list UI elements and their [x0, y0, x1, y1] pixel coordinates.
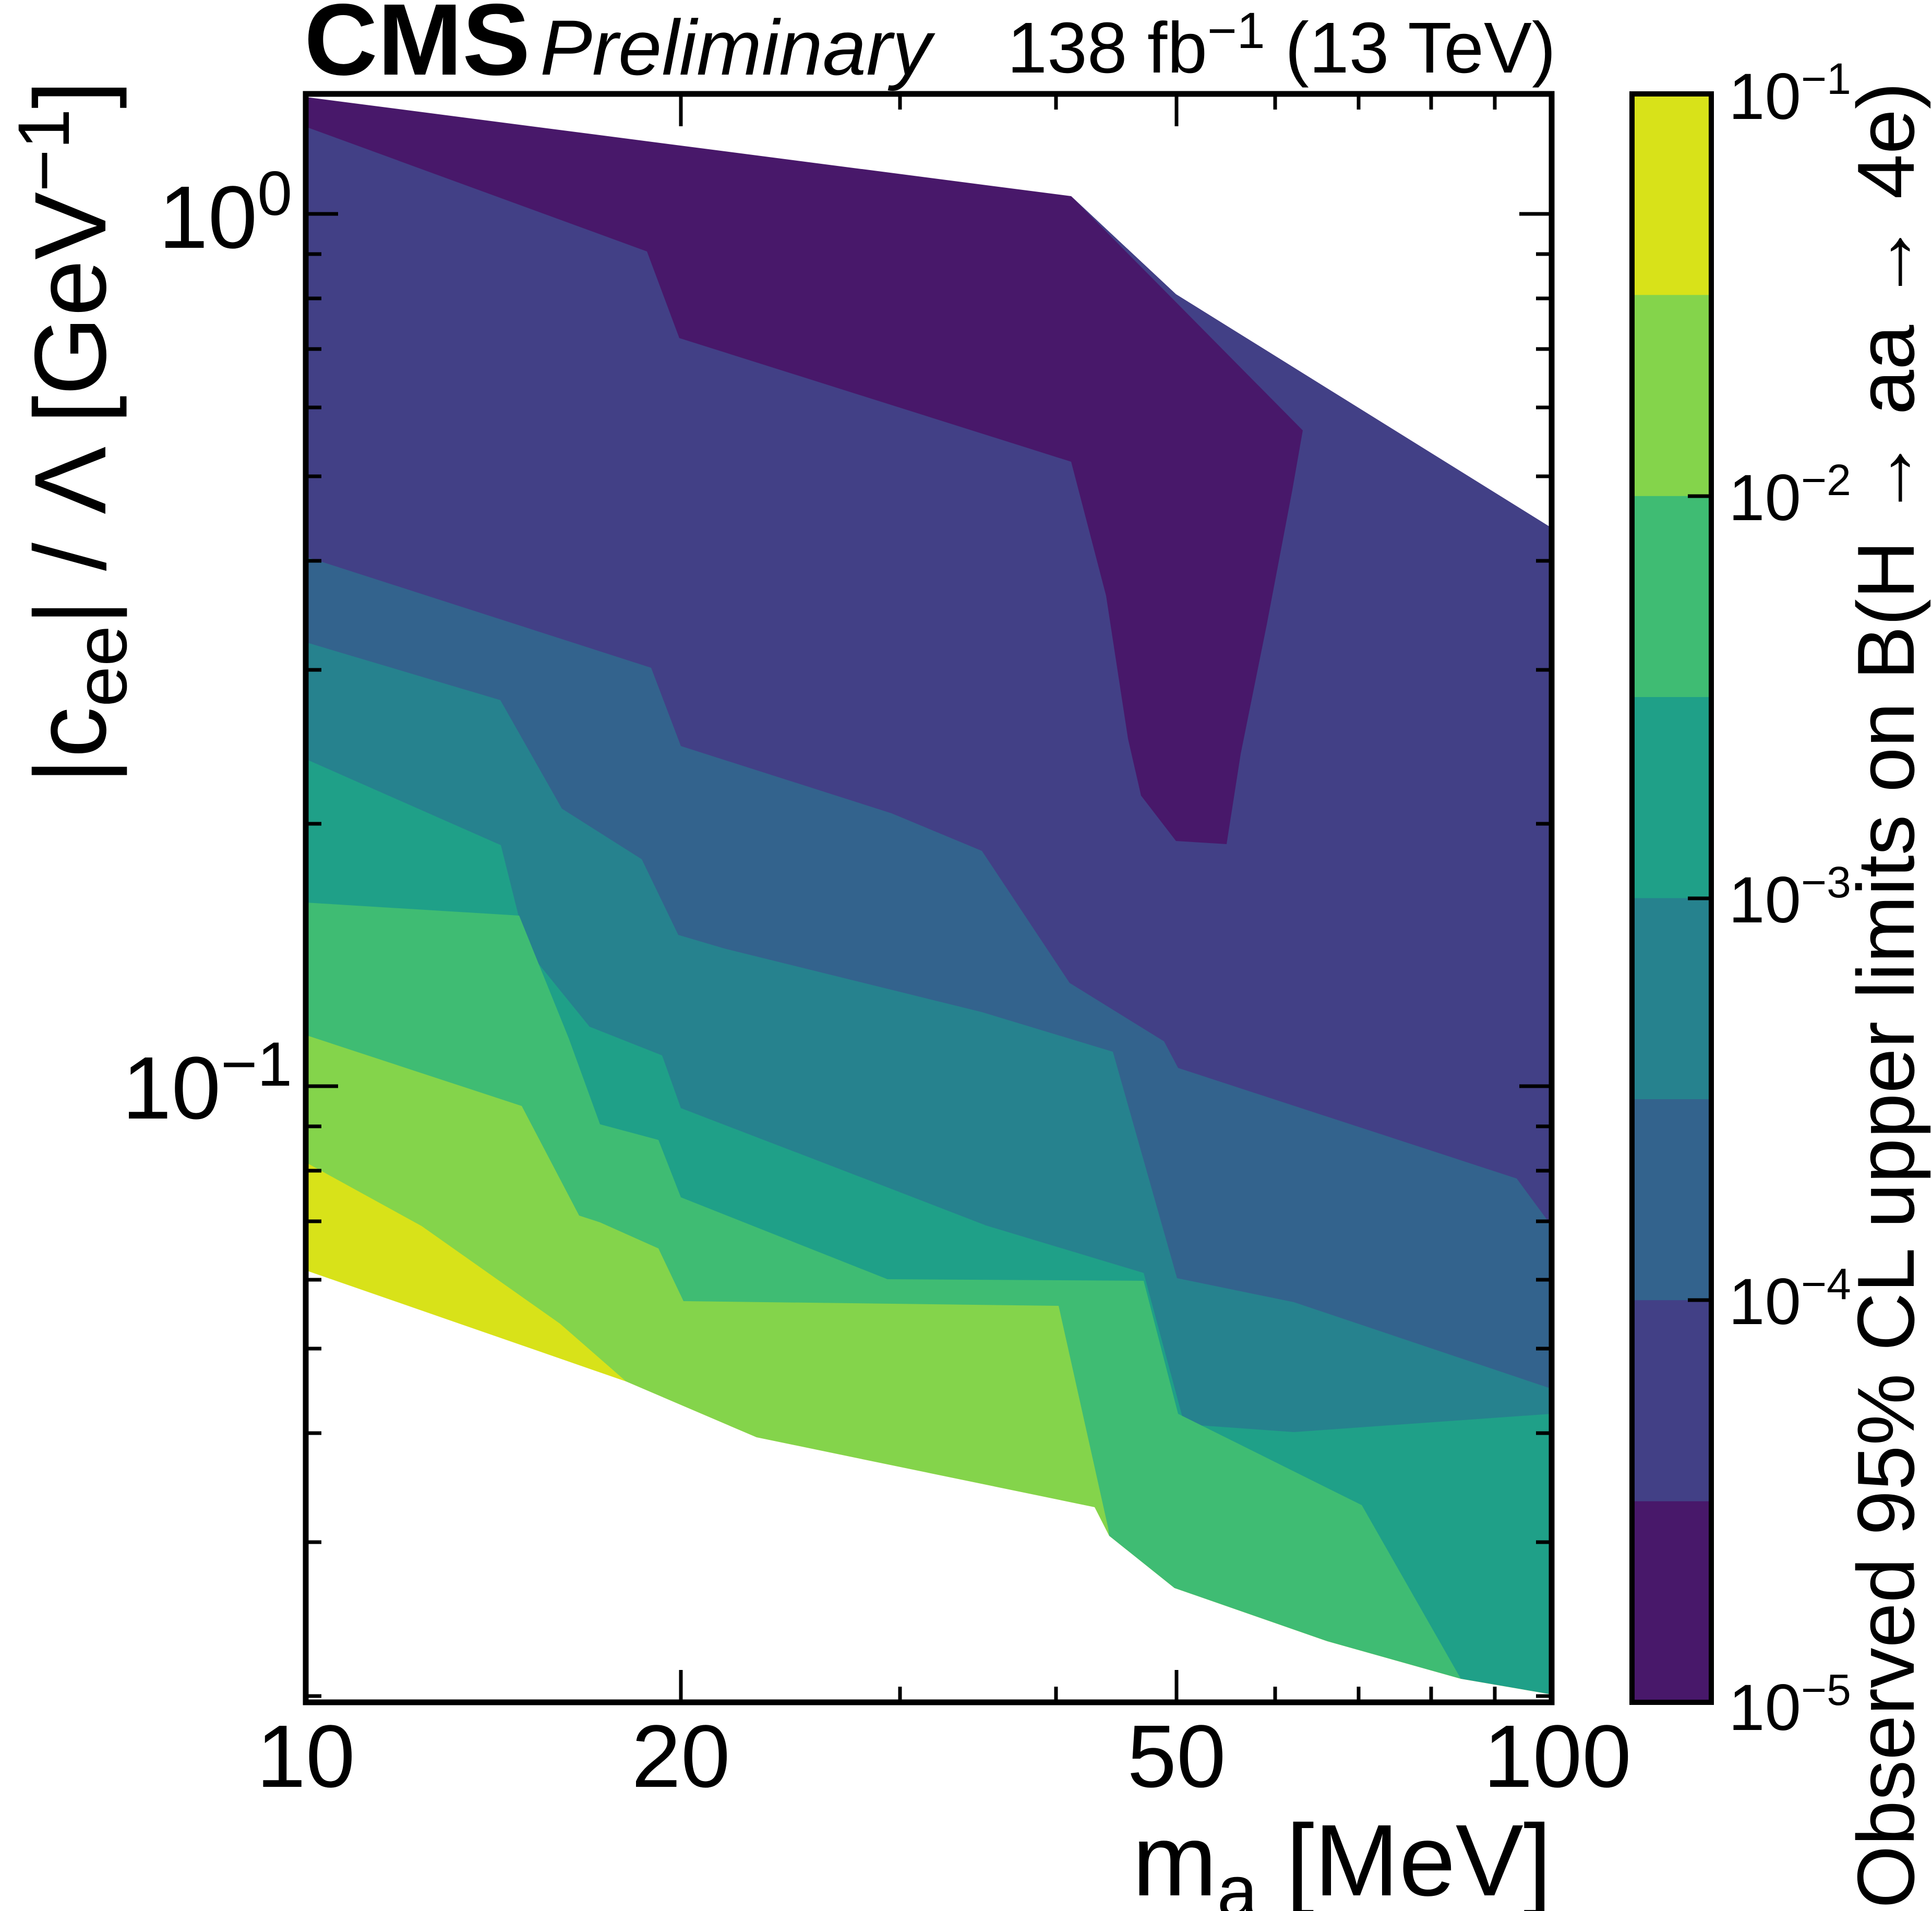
svg-text:50: 50	[1127, 1707, 1226, 1806]
svg-text:Observed 95% CL upper limits o: Observed 95% CL upper limits on B(H → aa…	[1841, 82, 1931, 1908]
svg-text:20: 20	[631, 1707, 730, 1806]
svg-text:CMS: CMS	[304, 0, 530, 97]
svg-text:10: 10	[256, 1707, 355, 1806]
svg-text:10−1: 10−1	[1729, 54, 1851, 133]
svg-text:Preliminary: Preliminary	[540, 4, 935, 91]
svg-text:138 fb−1 (13 TeV): 138 fb−1 (13 TeV)	[1007, 2, 1556, 88]
svg-text:100: 100	[1483, 1707, 1631, 1806]
svg-text:ma [MeV]: ma [MeV]	[1132, 1804, 1552, 1911]
svg-text:10−4: 10−4	[1729, 1259, 1851, 1338]
